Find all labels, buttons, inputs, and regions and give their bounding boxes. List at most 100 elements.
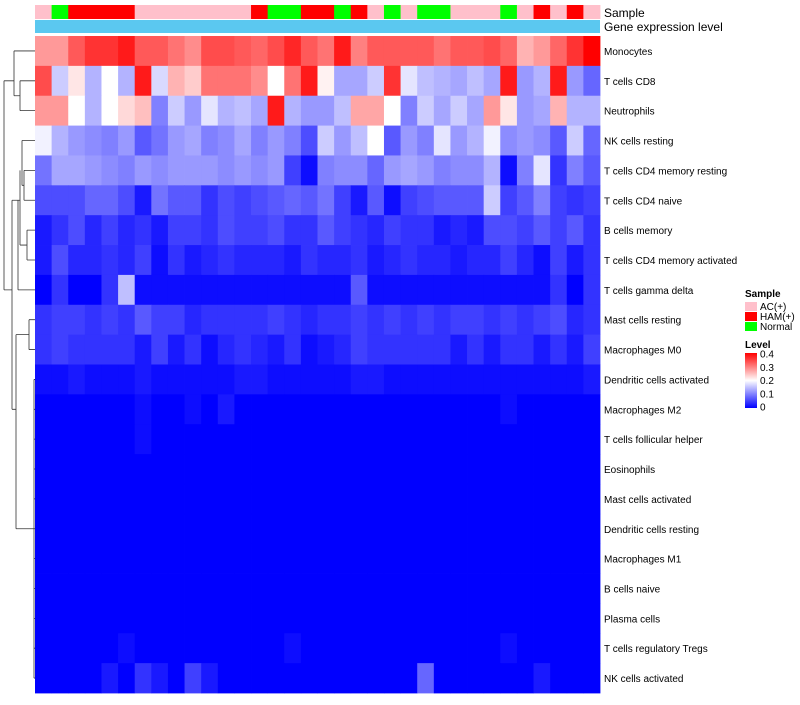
heatmap-cell — [35, 95, 53, 126]
heatmap-cell — [317, 633, 335, 664]
heatmap-cell — [550, 454, 568, 485]
heatmap-cell — [450, 633, 468, 664]
heatmap-cell — [433, 65, 451, 97]
heatmap-cell — [500, 364, 518, 395]
heatmap-cell — [234, 513, 252, 545]
heatmap-cell — [167, 334, 185, 365]
heatmap-cell — [201, 274, 219, 306]
heatmap-cell — [467, 424, 485, 455]
heatmap-cell — [583, 245, 601, 276]
heatmap-cell — [167, 95, 185, 126]
heatmap-cell — [35, 245, 53, 276]
dendrogram-branch — [15, 334, 34, 530]
heatmap-cell — [583, 603, 601, 634]
heatmap-cell — [367, 454, 385, 485]
heatmap-cell — [350, 334, 368, 365]
heatmap-cell — [516, 394, 534, 425]
heatmap-cell — [583, 424, 601, 455]
heatmap-cell — [400, 633, 418, 664]
heatmap-cell — [84, 663, 102, 694]
heatmap-cell — [350, 483, 368, 515]
heatmap-cell — [284, 663, 302, 694]
heatmap-cell — [118, 65, 136, 97]
heatmap-cell — [251, 513, 269, 545]
heatmap-cell — [367, 304, 385, 336]
heatmap-cell — [151, 543, 169, 574]
legend: Sample AC(+)HAM(+)Normal Level 0.4 0.3 0.2… — [745, 289, 795, 414]
heatmap-cell — [101, 36, 119, 67]
heatmap-cell — [151, 65, 169, 97]
heatmap-cell — [367, 543, 385, 574]
heatmap-cell — [101, 155, 119, 186]
heatmap-cell — [467, 215, 485, 246]
row-label: T cells CD4 memory activated — [604, 256, 737, 267]
heatmap-cell — [101, 185, 119, 216]
sample-annotation-cell — [583, 5, 601, 19]
heatmap-cell — [234, 454, 252, 485]
heatmap-cell — [417, 603, 435, 634]
heatmap-cell — [400, 155, 418, 186]
heatmap-cell — [566, 304, 584, 336]
heatmap-cell — [433, 95, 451, 126]
heatmap-cell — [483, 483, 501, 515]
heatmap-cell — [483, 65, 501, 97]
heatmap-cell — [350, 394, 368, 425]
heatmap-cell — [566, 95, 584, 126]
heatmap-cell — [334, 633, 352, 664]
heatmap-cell — [533, 245, 551, 276]
heatmap-cell — [234, 334, 252, 365]
heatmap-cell — [533, 36, 551, 67]
heatmap-cell — [383, 394, 401, 425]
dendrogram-branch — [26, 229, 35, 261]
heatmap-cell — [35, 454, 53, 485]
heatmap-cell — [251, 274, 269, 306]
heatmap-cell — [550, 155, 568, 186]
heatmap-cell — [35, 304, 53, 336]
heatmap-cell — [450, 185, 468, 216]
heatmap-cell — [483, 543, 501, 574]
row-label: B cells naive — [604, 585, 661, 596]
heatmap-cell — [267, 543, 285, 574]
heatmap-cell — [217, 483, 235, 515]
heatmap-cell — [317, 155, 335, 186]
heatmap-cell — [217, 185, 235, 216]
heatmap-cell — [151, 185, 169, 216]
heatmap-cell — [334, 663, 352, 694]
heatmap-cell — [184, 125, 202, 156]
heatmap-cell — [450, 95, 468, 126]
heatmap-cell — [118, 125, 136, 156]
heatmap-cell — [400, 364, 418, 395]
heatmap-cell — [284, 304, 302, 336]
heatmap-cell — [350, 125, 368, 156]
heatmap-cell — [300, 364, 318, 395]
heatmap-cell — [500, 155, 518, 186]
heatmap-cell — [84, 394, 102, 425]
heatmap-cell — [467, 125, 485, 156]
heatmap-cell — [35, 125, 53, 156]
heatmap-cell — [467, 245, 485, 276]
heatmap-cell — [35, 543, 53, 574]
heatmap-cell — [68, 424, 86, 455]
heatmap-cell — [217, 215, 235, 246]
row-label: T cells CD8 — [604, 77, 656, 88]
heatmap-cell — [251, 424, 269, 455]
heatmap-cell — [400, 65, 418, 97]
heatmap-cell — [317, 65, 335, 97]
heatmap-cell — [267, 125, 285, 156]
heatmap-cell — [84, 603, 102, 634]
heatmap-cell — [201, 603, 219, 634]
heatmap-cell — [284, 454, 302, 485]
heatmap-cell — [367, 215, 385, 246]
heatmap-cell — [267, 394, 285, 425]
heatmap-cell — [550, 245, 568, 276]
heatmap-cell — [500, 663, 518, 694]
heatmap-cell — [167, 454, 185, 485]
heatmap-cell — [400, 36, 418, 67]
heatmap-cell — [566, 483, 584, 515]
heatmap-cell — [35, 334, 53, 365]
heatmap-cell — [167, 125, 185, 156]
heatmap-cell — [533, 603, 551, 634]
heatmap-cell — [516, 424, 534, 455]
heatmap-cells — [35, 36, 601, 694]
heatmap-cell — [267, 633, 285, 664]
